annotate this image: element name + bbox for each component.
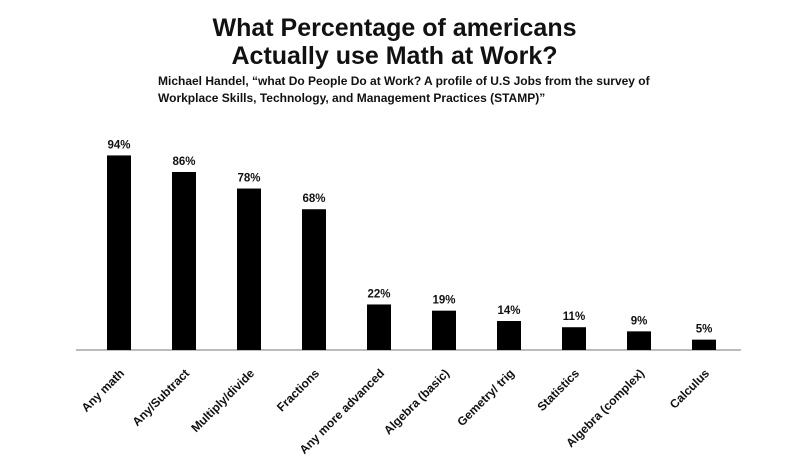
chart-subtitle-line-1: Michael Handel, “what Do People Do at Wo… (158, 74, 650, 88)
bar-0 (107, 155, 131, 350)
chart-title-line-1: What Percentage of americans (212, 14, 577, 42)
bar-8 (627, 331, 651, 350)
bar-5 (432, 310, 456, 350)
chart-title: What Percentage of americans Actually us… (0, 14, 789, 70)
chart-subtitle-line-2: Workplace Skills, Technology, and Manage… (158, 91, 546, 105)
bar-9 (692, 339, 716, 350)
data-label-9: 5% (696, 324, 713, 336)
category-label-0: Any math (79, 366, 128, 415)
bar-7 (562, 327, 586, 350)
data-label-2: 78% (237, 173, 260, 185)
category-label-9: Calculus (667, 366, 712, 411)
chart-subtitle: Michael Handel, “what Do People Do at Wo… (158, 73, 758, 107)
data-label-4: 22% (367, 288, 390, 300)
category-label-1: Any/Subtract (129, 366, 192, 429)
category-label-7: Statistics (534, 366, 582, 414)
bar-6 (497, 321, 521, 350)
category-label-6: Gemetry/ trig (454, 366, 517, 429)
data-label-8: 9% (631, 315, 648, 327)
chart-title-line-2: Actually use Math at Work? (231, 42, 558, 70)
data-label-7: 11% (563, 311, 585, 323)
category-label-2: Multiply/divide (188, 366, 257, 435)
data-label-1: 86% (172, 156, 195, 168)
category-label-5: Algebra (basic) (381, 366, 452, 437)
data-label-6: 14% (497, 305, 520, 317)
bar-3 (302, 209, 326, 350)
data-label-5: 19% (432, 295, 455, 307)
bar-2 (237, 188, 261, 350)
data-label-0: 94% (107, 139, 130, 151)
data-label-3: 68% (302, 193, 325, 205)
bar-4 (367, 304, 391, 350)
category-label-3: Fractions (274, 366, 322, 414)
bar-1 (172, 171, 196, 350)
